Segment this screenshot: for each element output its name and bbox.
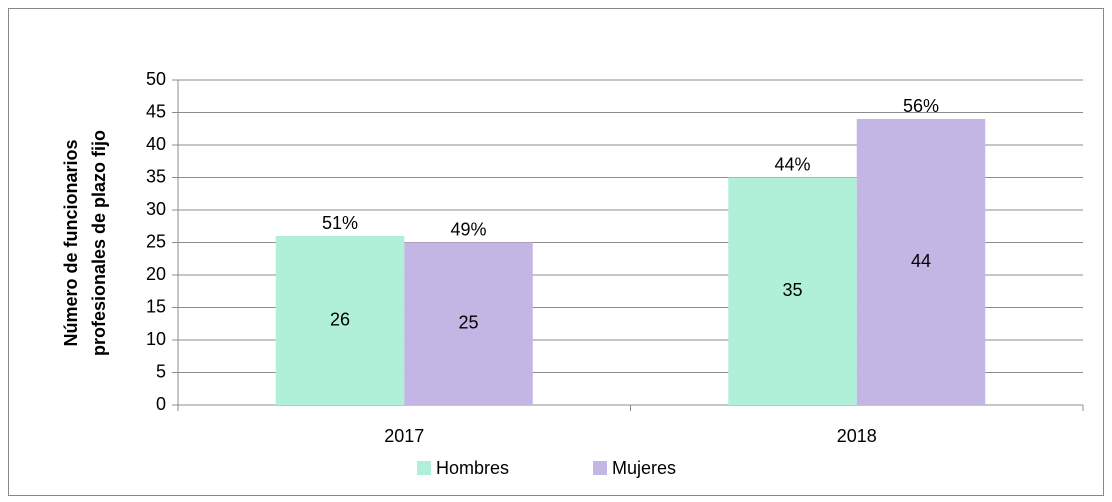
share-label: 44% xyxy=(774,154,810,174)
legend-label: Mujeres xyxy=(612,458,676,478)
y-tick-label: 15 xyxy=(146,296,166,316)
y-tick-label: 20 xyxy=(146,264,166,284)
bar xyxy=(856,119,986,405)
y-tick-label: 50 xyxy=(146,69,166,89)
bar xyxy=(404,242,533,405)
data-label: 26 xyxy=(330,309,350,329)
bar xyxy=(275,236,405,405)
y-axis-title: Número de funcionarios profesionales de … xyxy=(61,130,109,356)
legend-label: Hombres xyxy=(436,458,509,478)
y-axis-title-line: profesionales de plazo fijo xyxy=(89,130,109,356)
y-tick-label: 35 xyxy=(146,166,166,186)
y-tick-label: 0 xyxy=(156,394,166,414)
data-label: 44 xyxy=(911,251,931,271)
legend-swatch xyxy=(417,461,431,475)
x-tick-label: 2017 xyxy=(384,426,424,446)
y-axis-title-line: Número de funcionarios xyxy=(61,139,81,346)
y-tick-label: 10 xyxy=(146,329,166,349)
share-label: 56% xyxy=(903,96,939,116)
data-label: 25 xyxy=(458,313,478,333)
y-tick-label: 25 xyxy=(146,231,166,251)
data-label: 35 xyxy=(782,280,802,300)
bar xyxy=(728,177,857,405)
share-label: 49% xyxy=(450,219,486,239)
share-label: 51% xyxy=(322,213,358,233)
y-tick-label: 5 xyxy=(156,361,166,381)
legend-swatch xyxy=(593,461,607,475)
y-tick-label: 40 xyxy=(146,134,166,154)
y-tick-label: 45 xyxy=(146,101,166,121)
y-tick-label: 30 xyxy=(146,199,166,219)
x-tick-label: 2018 xyxy=(837,426,877,446)
